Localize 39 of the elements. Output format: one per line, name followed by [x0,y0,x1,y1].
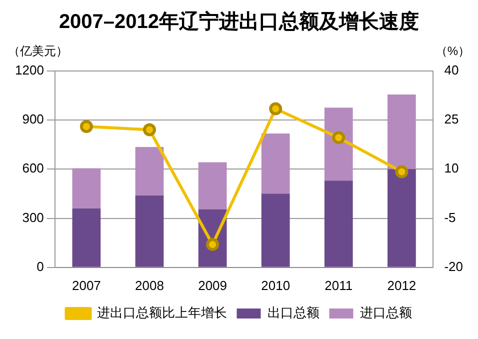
legend-label: 出口总额 [267,305,320,320]
y-tick-label: 600 [22,160,44,176]
bar [198,162,227,210]
y-axis-title: （亿美元） [8,43,68,60]
bar [72,208,101,267]
y2-tick-label: 40 [444,62,459,78]
y2-tick-label: 10 [444,160,459,176]
y2-tick-label: 25 [444,112,459,127]
x-tick-label: 2012 [387,278,416,293]
point [395,165,408,178]
bar [388,94,416,170]
x-tick-label: 2010 [261,278,290,293]
point [332,131,346,144]
bar [324,180,353,267]
chart-title: 2007–2012年辽宁进出口总额及增长速度 [58,10,420,35]
bar [72,168,101,208]
point [269,102,282,116]
y2-tick-label: -5 [444,210,456,225]
point [206,238,220,251]
x-tick-label: 2009 [198,278,227,293]
y-tick-label: 900 [22,112,44,127]
y-tick-label: 0 [36,258,44,274]
bar [135,146,164,196]
y-tick-label: 1200 [15,62,44,78]
point [80,120,93,134]
bar [261,194,290,267]
x-tick-label: 2007 [72,278,101,293]
x-tick-label: 2008 [135,278,164,293]
bar [388,169,416,267]
legend-label: 进口总额 [360,305,412,320]
y2-axis-title: （%） [435,43,470,60]
point [142,123,156,136]
y-tick-label: 300 [22,210,44,225]
legend-label: 进出口总额比上年增长 [96,305,227,320]
bar [135,195,164,267]
bar [261,134,290,194]
bar [324,108,353,181]
y2-tick-label: -20 [444,258,464,274]
x-tick-label: 2011 [324,278,353,293]
